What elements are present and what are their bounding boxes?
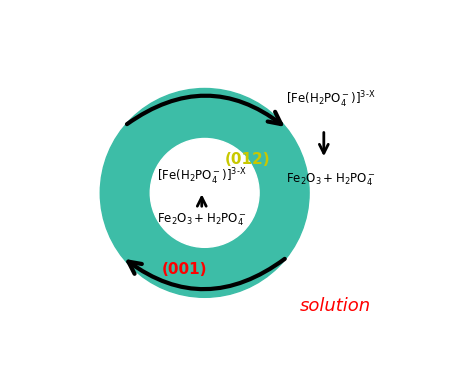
Text: $[\mathrm{Fe(H_2PO_4^-)]^{3\text{-}X}}$: $[\mathrm{Fe(H_2PO_4^-)]^{3\text{-}X}}$ xyxy=(286,90,376,110)
Text: solution: solution xyxy=(300,297,371,315)
Text: $\mathrm{Fe_2O_3+H_2PO_4^-}$: $\mathrm{Fe_2O_3+H_2PO_4^-}$ xyxy=(286,172,376,188)
Text: $[\mathrm{Fe(H_2PO_4^-)]^{3\text{-}X}}$: $[\mathrm{Fe(H_2PO_4^-)]^{3\text{-}X}}$ xyxy=(157,167,246,187)
Text: (001): (001) xyxy=(161,262,207,277)
Circle shape xyxy=(150,139,259,247)
Circle shape xyxy=(100,89,309,297)
Text: $\mathrm{Fe_2O_3+H_2PO_4^-}$: $\mathrm{Fe_2O_3+H_2PO_4^-}$ xyxy=(157,211,246,228)
Text: (012): (012) xyxy=(225,152,270,167)
